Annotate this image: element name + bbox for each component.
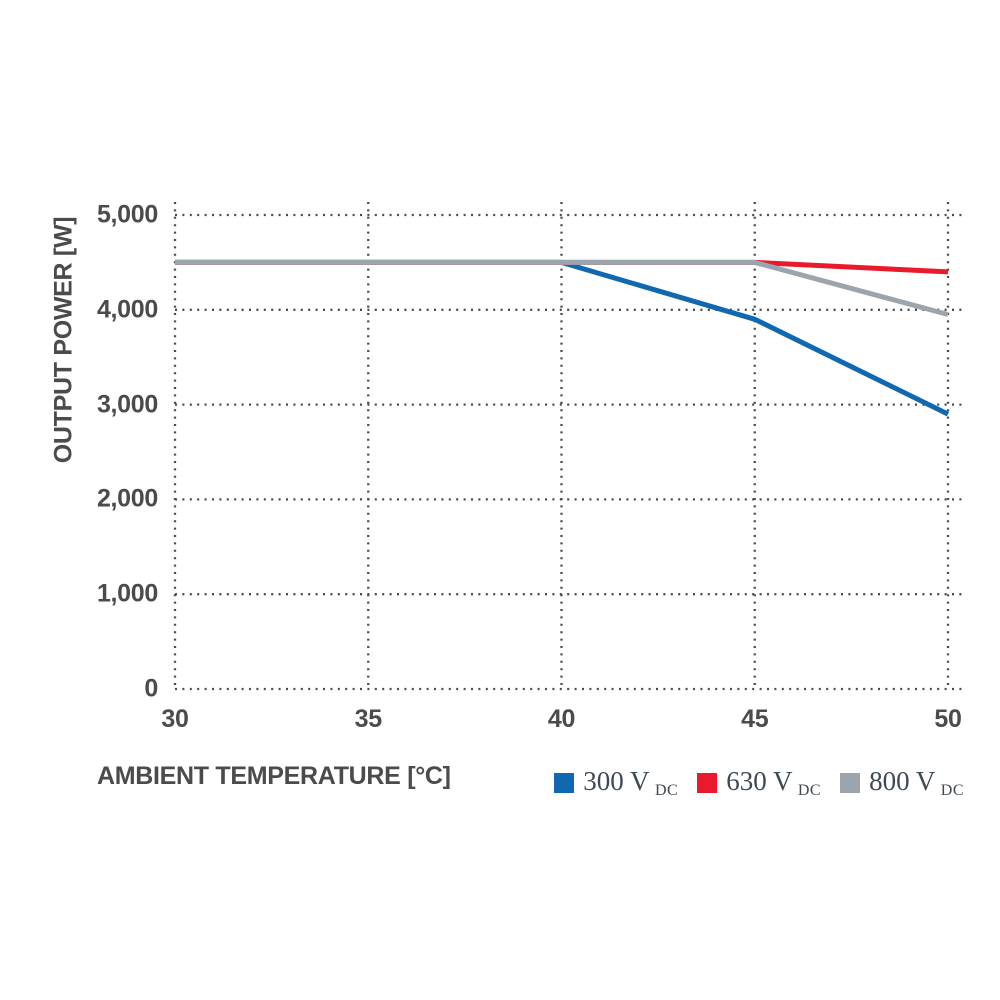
y-tick-label: 2,000 bbox=[96, 484, 158, 513]
chart-legend: 300 V DC 630 V DC 800 V DC bbox=[554, 766, 964, 800]
legend-item-800-vdc: 800 V DC bbox=[840, 766, 964, 800]
x-axis-title: AMBIENT TEMPERATURE [°C] bbox=[97, 762, 451, 790]
y-tick-label: 1,000 bbox=[96, 579, 158, 608]
y-tick-label: 0 bbox=[144, 674, 158, 703]
legend-label: 630 V DC bbox=[726, 766, 822, 799]
x-tick-label: 45 bbox=[741, 705, 769, 733]
legend-swatch-icon bbox=[554, 773, 575, 793]
x-tick-label: 40 bbox=[547, 705, 576, 733]
y-tick-label: 5,000 bbox=[96, 200, 158, 229]
legend-label-subscript: DC bbox=[940, 782, 964, 799]
series-line-800-vdc bbox=[175, 259, 949, 317]
legend-item-300-vdc: 300 V DC bbox=[554, 766, 678, 800]
legend-label: 800 V DC bbox=[869, 766, 964, 799]
legend-swatch-icon bbox=[697, 773, 718, 793]
legend-label: 300 V DC bbox=[583, 766, 679, 799]
y-axis-title: OUTPUT POWER [W] bbox=[49, 216, 78, 464]
y-tick-label: 3,000 bbox=[96, 390, 158, 419]
x-tick-label: 35 bbox=[354, 705, 383, 733]
legend-swatch-icon bbox=[840, 773, 861, 793]
legend-label-subscript: DC bbox=[654, 782, 679, 799]
legend-item-630-vdc: 630 V DC bbox=[697, 766, 821, 800]
x-tick-label: 50 bbox=[934, 705, 962, 733]
y-tick-label: 4,000 bbox=[96, 295, 158, 324]
x-tick-label: 30 bbox=[161, 705, 189, 733]
legend-label-subscript: DC bbox=[797, 782, 822, 799]
